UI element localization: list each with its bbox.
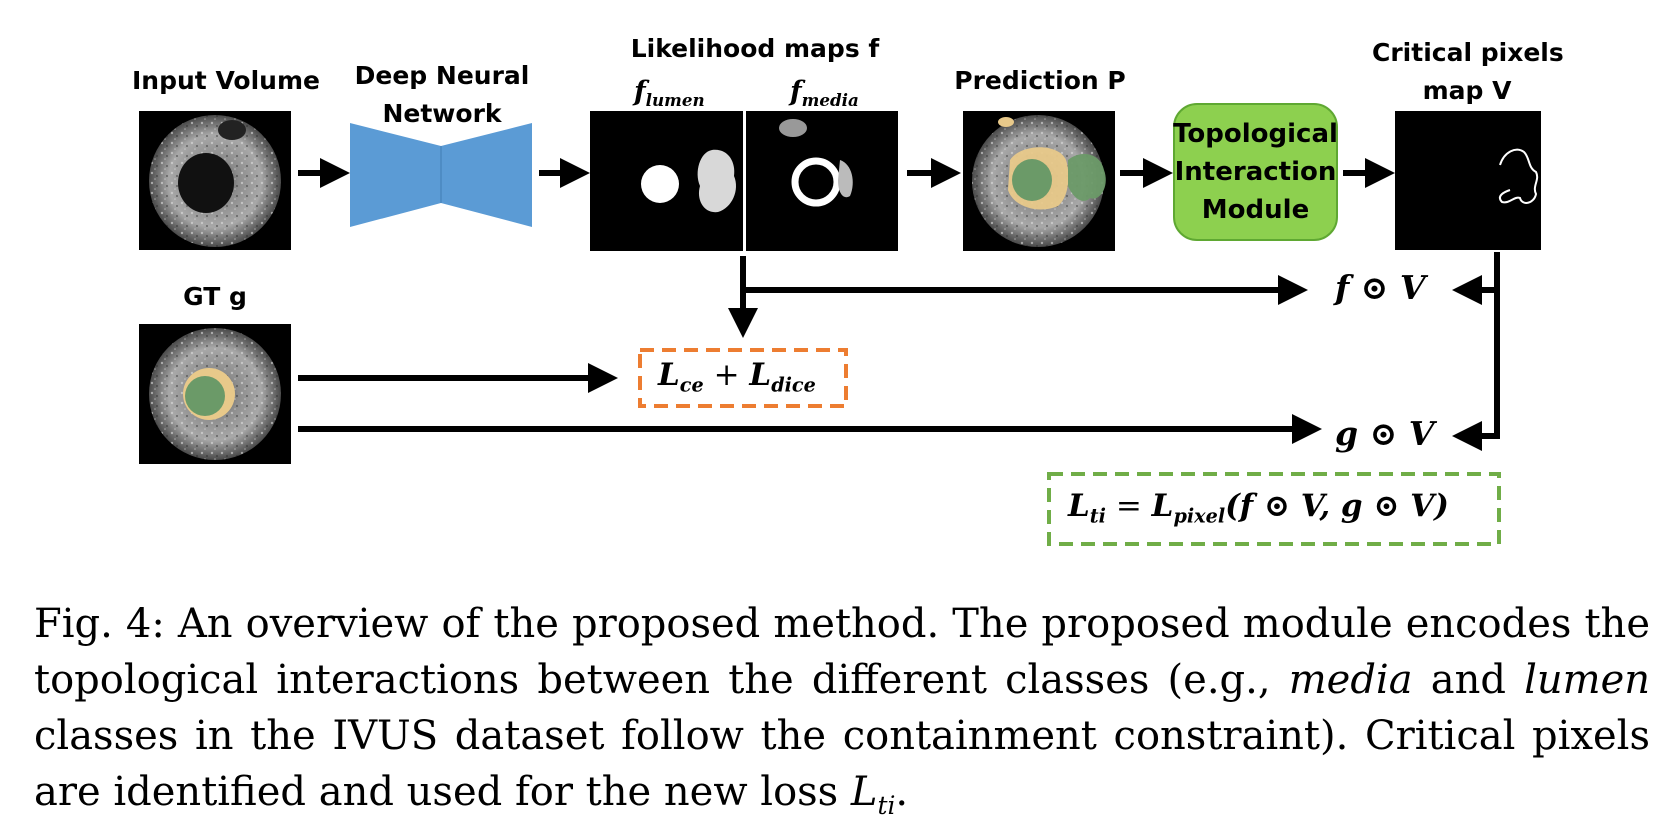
arrow-v-to-gv	[1452, 252, 1500, 451]
g-dot-v-label: g ⊙ V	[1335, 414, 1435, 453]
dnn-label-line1: Deep Neural	[354, 61, 530, 90]
dnn-label-line2: Network	[382, 99, 502, 128]
f-media-label: fmedia	[790, 76, 859, 110]
tim-line3: Module	[1201, 195, 1310, 225]
figure-caption: Fig. 4: An overview of the proposed meth…	[34, 601, 1650, 820]
f-lumen-label: flumen	[634, 76, 705, 110]
critical-pixels-image	[1395, 111, 1541, 250]
input-volume-label: Input Volume	[132, 66, 320, 95]
f-dot-v-label: f ⊙ V	[1335, 268, 1426, 307]
prediction-image	[963, 111, 1115, 251]
topological-interaction-module: Topological Interaction Module	[1173, 103, 1338, 241]
critical-label-line2: map V	[1422, 76, 1512, 105]
gt-label: GT g	[183, 282, 247, 311]
loss-ti-box	[1047, 472, 1501, 546]
loss-ce-dice-label: Lce + Ldice	[658, 357, 816, 397]
prediction-label: Prediction P	[954, 66, 1126, 95]
critical-pixels-label: Critical pixels map V	[1372, 34, 1564, 110]
tim-line1: Topological	[1173, 119, 1338, 149]
tim-line2: Interaction	[1174, 157, 1337, 187]
critical-label-line1: Critical pixels	[1372, 38, 1564, 67]
likelihood-maps-label: Likelihood maps f	[630, 34, 880, 63]
gt-image	[139, 324, 291, 464]
diagram-canvas	[139, 111, 1541, 546]
loss-ti-label: Lti = Lpixel(f ⊙ V, g ⊙ V)	[1068, 488, 1449, 528]
f-media-image	[746, 111, 898, 251]
input-volume-image	[139, 111, 291, 250]
dnn-label: Deep Neural Network	[346, 57, 538, 133]
f-lumen-image	[590, 111, 743, 251]
loss-ce-dice-box	[638, 348, 848, 408]
